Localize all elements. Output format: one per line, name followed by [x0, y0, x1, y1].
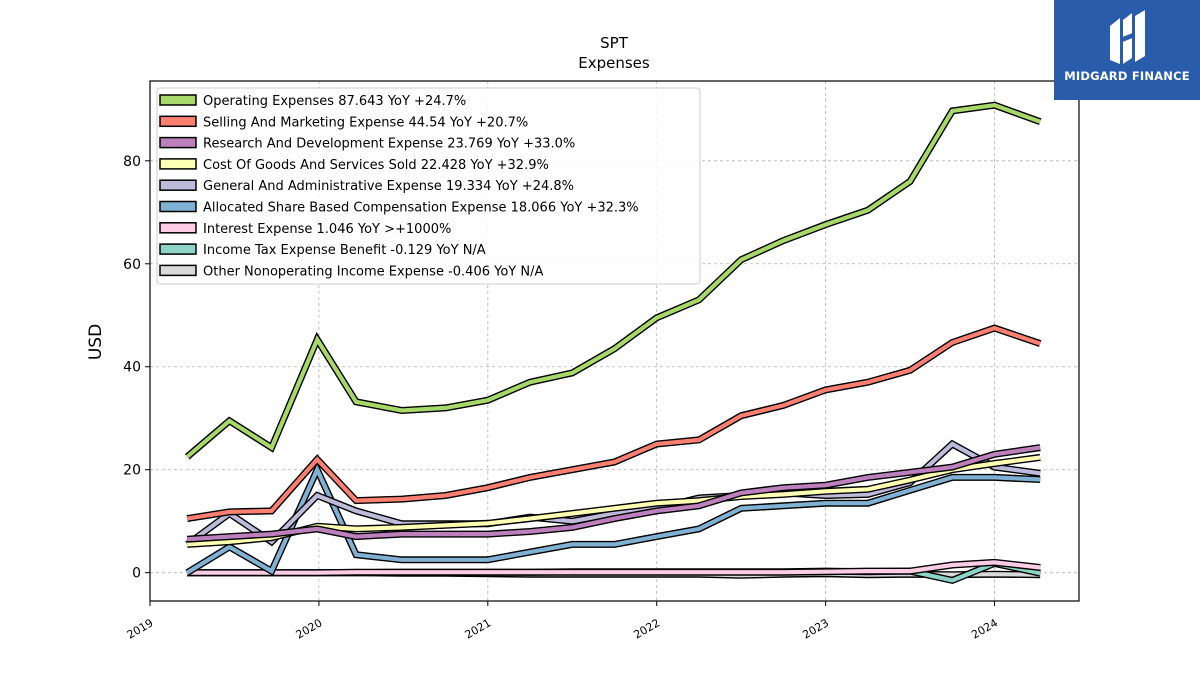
y-tick-label: 0 [132, 566, 141, 582]
x-tick-label: 2022 [631, 616, 662, 641]
legend-entry: Other Nonoperating Income Expense -0.406… [203, 264, 543, 279]
legend-swatch [159, 136, 197, 149]
legend-swatch [159, 94, 197, 106]
x-tick-label: 2023 [800, 616, 831, 641]
legend-entry: Selling And Marketing Expense 44.54 YoY … [203, 115, 528, 130]
legend-entry: Cost Of Goods And Services Sold 22.428 Y… [203, 158, 549, 173]
legend-entry: Income Tax Expense Benefit -0.129 YoY N/… [203, 243, 486, 258]
y-tick-label: 80 [123, 154, 141, 170]
legend-entry: Operating Expenses 87.643 YoY +24.7% [203, 94, 466, 109]
axes-frame [149, 80, 1080, 602]
legend-entry: Interest Expense 1.046 YoY >+1000% [203, 222, 451, 237]
plot-area [184, 101, 1042, 585]
legend-swatch [159, 264, 197, 277]
legend-swatch [159, 158, 197, 170]
x-tick-label: 2019 [125, 616, 156, 641]
legend-swatch [159, 222, 197, 234]
legend-box [156, 87, 701, 285]
series-line [187, 455, 1041, 547]
y-tick-label: 60 [123, 257, 141, 273]
chart-title: SPT [600, 34, 629, 52]
legend-swatch [159, 243, 197, 255]
legend-swatch [159, 115, 197, 128]
legend-entry: Allocated Share Based Compensation Expen… [203, 201, 639, 216]
legend-swatch [159, 179, 197, 191]
y-tick-label: 40 [123, 360, 141, 376]
legend: Operating Expenses 87.643 YoY +24.7% Sell… [156, 87, 701, 285]
brand-name: MIDGARD FINANCE [1064, 69, 1190, 83]
series-line [187, 560, 1041, 575]
chart-subtitle: Expenses [578, 54, 650, 72]
x-tick-label: 2020 [294, 616, 325, 641]
brand-logo: MIDGARD FINANCE [1054, 0, 1200, 100]
legend-entry: General And Administrative Expense 19.33… [203, 179, 574, 194]
legend-swatch [159, 200, 197, 213]
logo-mark-icon [1110, 10, 1145, 64]
y-axis: 0 20 40 60 80 [123, 154, 150, 582]
y-tick-label: 20 [123, 463, 141, 479]
legend-entry: Research And Development Expense 23.769 … [203, 137, 575, 152]
x-tick-label: 2021 [463, 616, 494, 641]
x-axis: 2019 2020 2021 2022 2023 2024 [125, 601, 1000, 642]
x-tick-label: 2024 [969, 616, 1000, 641]
series-line [186, 325, 1041, 521]
series-line [185, 103, 1041, 459]
series-line [187, 445, 1041, 542]
y-axis-label: USD [86, 324, 106, 360]
